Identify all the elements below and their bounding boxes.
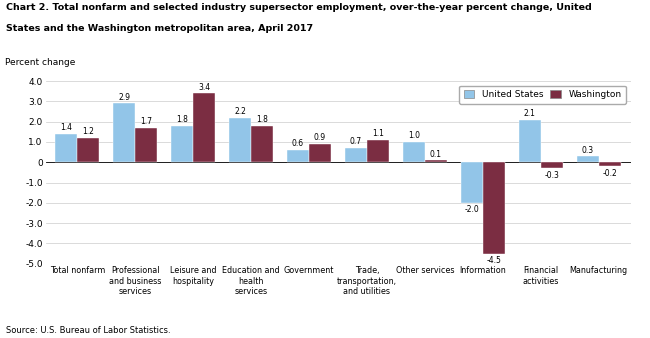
Text: 1.7: 1.7 <box>140 117 152 126</box>
Text: 1.8: 1.8 <box>256 115 268 124</box>
Bar <box>113 103 135 162</box>
Bar <box>367 140 389 162</box>
Text: 0.3: 0.3 <box>582 146 593 154</box>
Legend: United States, Washington: United States, Washington <box>459 86 626 104</box>
Text: 2.9: 2.9 <box>118 93 130 102</box>
Bar <box>287 150 309 162</box>
Bar <box>483 162 505 254</box>
Bar <box>577 156 599 162</box>
Bar <box>251 126 273 162</box>
Text: Source: U.S. Bureau of Labor Statistics.: Source: U.S. Bureau of Labor Statistics. <box>6 325 171 335</box>
Text: 0.1: 0.1 <box>430 150 442 159</box>
Bar <box>599 162 621 166</box>
Text: States and the Washington metropolitan area, April 2017: States and the Washington metropolitan a… <box>6 24 313 33</box>
Text: 1.8: 1.8 <box>176 115 188 124</box>
Text: Chart 2. Total nonfarm and selected industry supersector employment, over-the-ye: Chart 2. Total nonfarm and selected indu… <box>6 3 592 13</box>
Bar <box>229 118 251 162</box>
Text: -0.2: -0.2 <box>603 169 617 178</box>
Text: -0.3: -0.3 <box>544 171 559 180</box>
Text: 3.4: 3.4 <box>198 83 210 92</box>
Bar <box>77 138 99 162</box>
Text: 1.0: 1.0 <box>408 131 420 140</box>
Bar <box>193 93 215 162</box>
Text: 2.2: 2.2 <box>234 107 246 116</box>
Bar <box>461 162 483 203</box>
Text: -4.5: -4.5 <box>486 256 501 265</box>
Bar <box>403 142 425 162</box>
Bar <box>541 162 563 168</box>
Text: 0.9: 0.9 <box>314 134 326 142</box>
Bar <box>425 160 447 162</box>
Bar <box>309 144 331 162</box>
Bar <box>519 120 541 162</box>
Bar <box>55 134 77 162</box>
Bar <box>345 148 367 162</box>
Text: 0.7: 0.7 <box>350 138 362 146</box>
Bar <box>135 128 157 162</box>
Text: 1.4: 1.4 <box>60 123 72 132</box>
Text: 1.2: 1.2 <box>83 127 94 136</box>
Text: 1.1: 1.1 <box>372 129 384 138</box>
Text: 0.6: 0.6 <box>292 140 304 148</box>
Text: 2.1: 2.1 <box>524 109 536 118</box>
Text: -2.0: -2.0 <box>464 205 479 214</box>
Bar <box>171 126 193 162</box>
Text: Percent change: Percent change <box>5 57 75 67</box>
